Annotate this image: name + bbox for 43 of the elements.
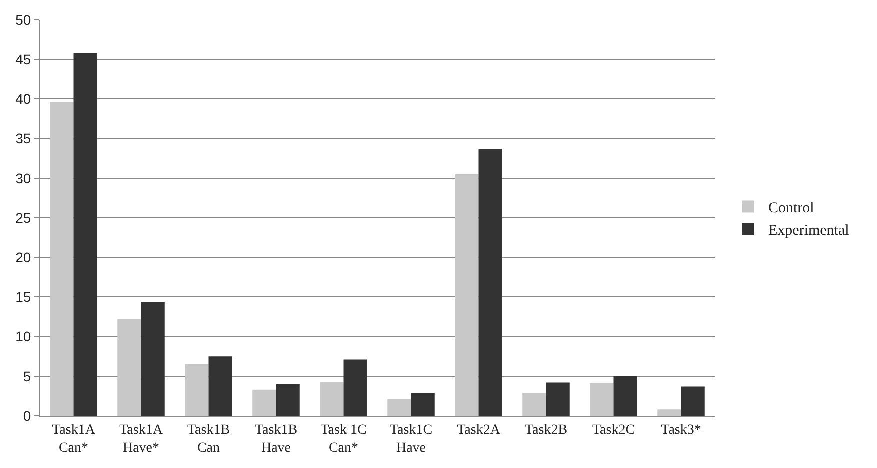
- bar: [344, 360, 368, 416]
- x-tick-label: Task1B Have: [254, 422, 298, 456]
- bar: [141, 302, 165, 416]
- bar: [455, 174, 479, 416]
- bar: [276, 384, 300, 416]
- bar: [388, 399, 412, 416]
- y-tick-label: 50: [16, 12, 32, 28]
- y-tick-label: 35: [16, 130, 32, 147]
- y-tick-label: 25: [16, 210, 32, 226]
- y-tick-label: 15: [16, 289, 32, 306]
- bar: [411, 393, 435, 416]
- bar: [590, 384, 614, 416]
- bar: [252, 390, 276, 416]
- bar: [522, 393, 546, 416]
- x-tick-label: Task2C: [592, 422, 636, 438]
- legend-label: Experimental: [768, 223, 850, 240]
- x-tick-label: Task3*: [661, 422, 702, 438]
- y-tick-label: 10: [16, 328, 32, 345]
- bar: [208, 356, 232, 416]
- bar: [50, 102, 74, 416]
- bar: [118, 319, 142, 416]
- y-tick-label: 20: [16, 250, 32, 266]
- y-tick-label: 5: [23, 368, 32, 384]
- bar: [320, 382, 344, 416]
- bar: [681, 386, 705, 416]
- y-tick-label: 40: [16, 91, 32, 108]
- bar: [614, 376, 638, 416]
- bar: [546, 382, 570, 416]
- bar: [74, 53, 98, 416]
- y-tick-label: 30: [16, 170, 32, 186]
- y-tick-label: 45: [16, 52, 32, 68]
- bar: [478, 149, 502, 416]
- bar: [658, 410, 682, 416]
- x-tick-label: Task2A: [457, 422, 502, 438]
- bar: [185, 364, 209, 416]
- legend-label: Control: [768, 200, 814, 217]
- x-tick-label: Task1A Can*: [52, 422, 96, 456]
- x-tick-label: Task1C Have: [390, 422, 433, 456]
- y-tick-label: 0: [23, 408, 32, 424]
- x-tick-label: Task2B: [524, 422, 568, 438]
- x-tick-label: Task1B Can: [187, 422, 230, 456]
- x-tick-label: Task 1C Can*: [320, 422, 367, 456]
- x-tick-label: Task1A Have*: [120, 422, 164, 456]
